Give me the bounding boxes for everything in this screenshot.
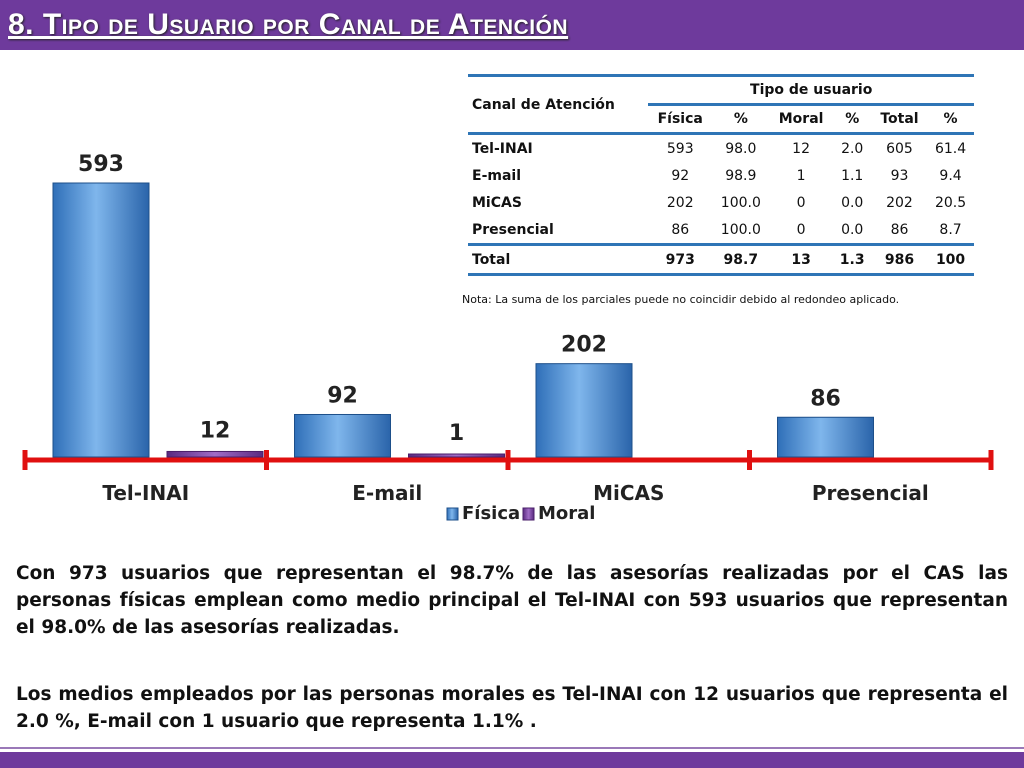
table-cell: 0 [796, 221, 806, 238]
bar-label-fisica: 92 [327, 383, 358, 408]
bar-label-moral: 1 [449, 421, 464, 446]
table-cell: 0.0 [841, 221, 864, 238]
category-label: E-mail [352, 481, 422, 505]
table-cell: 986 [871, 243, 928, 276]
legend-swatch-moral [522, 507, 535, 521]
table-cell: 92 [671, 167, 690, 184]
bar-fisica [777, 416, 874, 458]
table-row: MiCAS 202 100.0 0 0.0 202 20.5 [468, 189, 974, 216]
table-cell: 86 [890, 221, 909, 238]
data-table: Canal de Atención Tipo de usuario Física… [468, 74, 974, 276]
table-note: Nota: La suma de los parciales puede no … [462, 293, 900, 306]
table-cell: 1 [796, 167, 806, 184]
bar-moral [408, 453, 505, 458]
table-cell: 9.4 [939, 167, 962, 184]
table-cell: 202 [666, 194, 694, 211]
table-cell: 100 [927, 243, 974, 276]
title-bar: 8. Tipo de Usuario por Canal de Atención [0, 0, 1024, 50]
table-cell: 100.0 [720, 194, 761, 211]
row-label: Presencial [472, 221, 554, 238]
table-cell: 100.0 [720, 221, 761, 238]
table-cell: 2.0 [832, 132, 872, 162]
column-header: Física [648, 103, 713, 134]
group-header: Tipo de usuario [648, 74, 974, 105]
column-header: % [712, 103, 770, 134]
table-cell: 605 [871, 132, 928, 162]
table-cell: 1.3 [832, 243, 872, 276]
table-cell: 98.9 [725, 167, 757, 184]
row-label: MiCAS [472, 194, 522, 211]
bar-label-fisica: 593 [78, 152, 124, 177]
table-header-row: Canal de Atención Tipo de usuario [468, 74, 974, 135]
legend-label-moral: Moral [538, 503, 595, 524]
bar-label-fisica: 202 [561, 333, 607, 358]
bar-fisica [52, 182, 150, 458]
footer-bar [0, 752, 1024, 768]
table-row: Tel-INAI 593 98.0 12 2.0 605 61.4 [468, 132, 974, 162]
bar-moral [166, 450, 264, 458]
table-cell: 8.7 [939, 221, 962, 238]
legend-swatch-fisica [446, 507, 459, 521]
legend-label-fisica: Física [462, 503, 520, 524]
bar-fisica [294, 413, 391, 458]
table-cell: 98.0 [712, 132, 770, 162]
bar-chart: 59312Tel-INAI921E-mail202MiCAS86Presenci… [22, 152, 994, 524]
category-label: Tel-INAI [102, 481, 189, 505]
summary-paragraph-moral: Los medios empleados por las personas mo… [16, 684, 1008, 732]
table-cell: 98.7 [712, 243, 770, 276]
column-header: Total [871, 103, 928, 134]
table-cell: 0 [796, 194, 806, 211]
row-label: Tel-INAI [468, 132, 649, 162]
row-label: E-mail [472, 167, 522, 184]
summary-paragraph-fisica: Con 973 usuarios que representan el 98.7… [16, 563, 1008, 638]
table-cell: 593 [648, 132, 713, 162]
footer-line [0, 747, 1024, 749]
table-cell: 202 [886, 194, 913, 211]
table-cell: 1.1 [841, 167, 864, 184]
table-cell: 0.0 [841, 194, 864, 211]
bar-fisica [535, 363, 633, 458]
column-header: % [927, 103, 974, 134]
table-cell: 12 [769, 132, 833, 162]
table-row: Presencial 86 100.0 0 0.0 86 8.7 [468, 216, 974, 245]
row-label: Total [468, 243, 649, 276]
bar-label-fisica: 86 [810, 386, 841, 411]
page-title: 8. Tipo de Usuario por Canal de Atención [8, 8, 569, 41]
column-header: Moral [769, 103, 833, 134]
table-row: E-mail 92 98.9 1 1.1 93 9.4 [468, 162, 974, 189]
category-label: MiCAS [593, 481, 664, 505]
column-header: % [832, 103, 872, 134]
category-label: Presencial [812, 481, 929, 505]
table-cell: 973 [648, 243, 713, 276]
table-cell: 13 [769, 243, 833, 276]
channel-header: Canal de Atención [468, 74, 649, 135]
table-cell: 20.5 [934, 194, 967, 211]
table-cell: 86 [671, 221, 690, 238]
table-cell: 61.4 [927, 132, 974, 162]
table-cell: 93 [890, 167, 909, 184]
table-total-row: Total 973 98.7 13 1.3 986 100 [468, 243, 974, 276]
table-subheader-row: Física % Moral % Total % [468, 103, 974, 134]
bar-label-moral: 12 [200, 418, 231, 443]
